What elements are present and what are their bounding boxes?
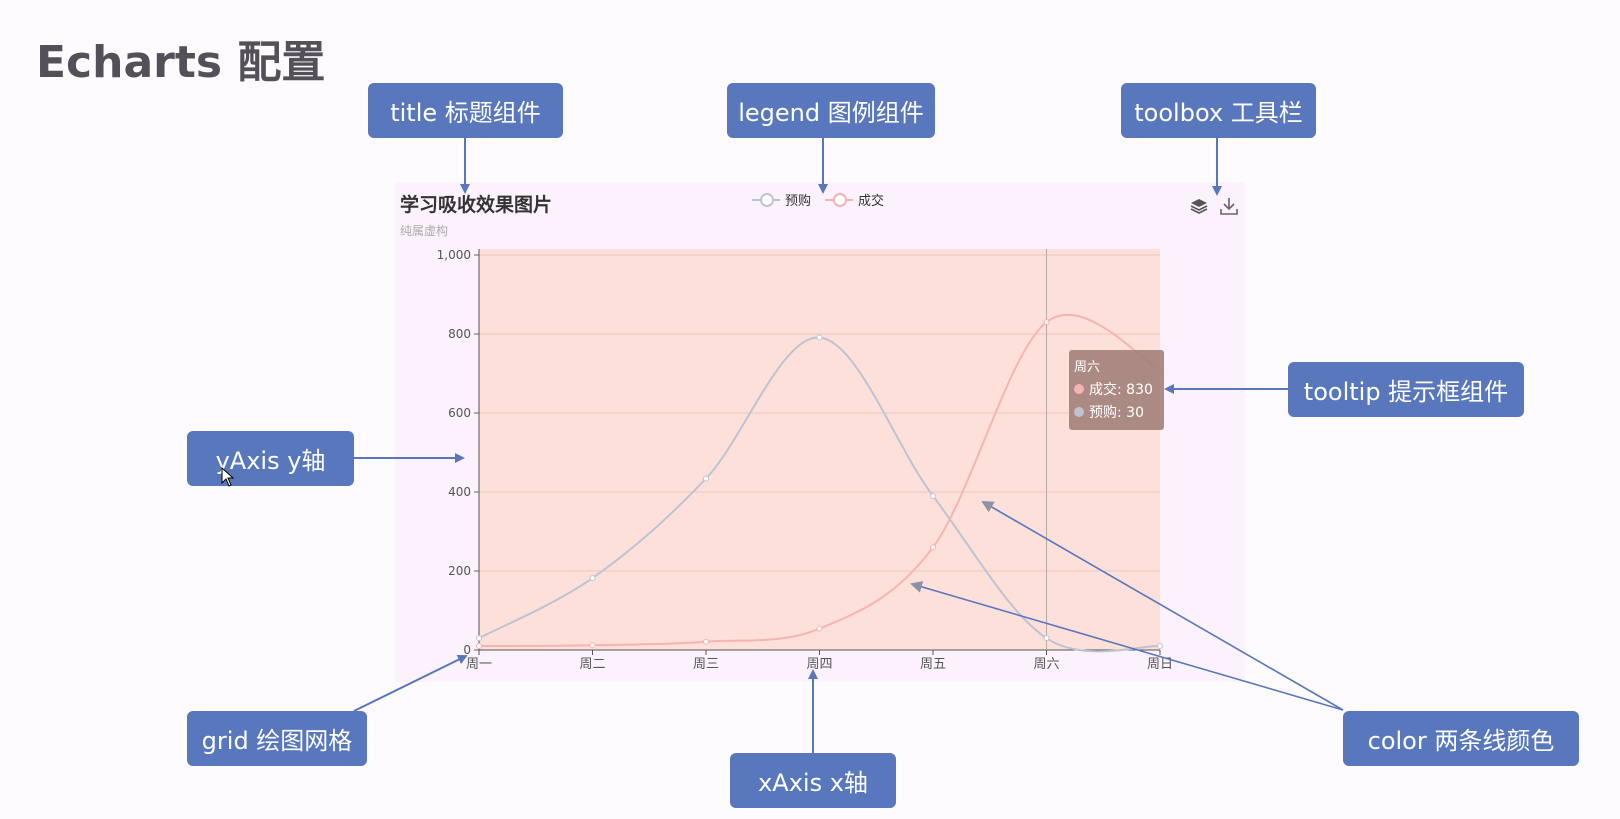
x-tick-label: 周四 [806, 657, 832, 672]
y-tick-label: 0 [463, 643, 471, 657]
series-point [476, 635, 482, 642]
x-tick-label: 周日 [1147, 657, 1173, 672]
tooltip-row: 成交: 830 [1074, 379, 1159, 399]
x-tick-label: 周三 [693, 657, 719, 672]
tooltip-row-text: 成交: 830 [1089, 382, 1153, 398]
y-tick-label: 1,000 [437, 248, 471, 262]
tooltip-row-text: 预购: 30 [1089, 405, 1144, 421]
legend-item-chengjiao[interactable]: 成交 [825, 190, 884, 209]
chart-title: 学习吸收效果图片 [400, 194, 553, 216]
chart-subtitle: 纯属虚构 [400, 224, 449, 238]
callout-legend: legend 图例组件 [727, 83, 935, 138]
series-point [703, 475, 709, 482]
series-point [589, 575, 596, 582]
x-tick-label: 周五 [920, 657, 946, 672]
legend-item-yugou[interactable]: 预购 [752, 190, 811, 209]
callout-yaxis: yAxis y轴 [187, 431, 354, 486]
stack-icon[interactable] [1189, 196, 1209, 216]
series-point [1157, 643, 1163, 650]
callout-grid: grid 绘图网格 [187, 711, 367, 766]
y-tick-label: 200 [448, 564, 471, 578]
download-icon[interactable] [1219, 196, 1239, 216]
series-point [930, 492, 936, 499]
x-tick-label: 周二 [579, 657, 605, 672]
tooltip-row: 预购: 30 [1074, 402, 1159, 422]
legend-label: 预购 [785, 194, 812, 209]
series-point [476, 643, 482, 650]
series-point [1043, 319, 1050, 326]
series-dot-icon [1074, 384, 1084, 394]
series-point [1043, 635, 1050, 642]
callout-tooltip: tooltip 提示框组件 [1288, 362, 1524, 417]
legend-line-icon [825, 192, 853, 207]
plot-grid-area [479, 249, 1160, 650]
y-tick-label: 400 [448, 485, 471, 499]
series-point [930, 544, 936, 551]
legend-label: 成交 [858, 194, 885, 209]
series-dot-icon [1074, 407, 1084, 417]
toolbox [1189, 196, 1239, 216]
y-tick-label: 600 [448, 406, 471, 420]
y-tick-label: 800 [448, 327, 471, 341]
mouse-cursor-icon [221, 467, 235, 487]
callout-color: color 两条线颜色 [1343, 711, 1579, 766]
series-point [589, 642, 596, 649]
callout-xaxis: xAxis x轴 [730, 753, 896, 808]
x-tick-label: 周六 [1033, 657, 1059, 672]
legend-line-icon [752, 192, 780, 207]
tooltip: 周六 成交: 830 预购: 30 [1069, 350, 1164, 430]
callout-title: title 标题组件 [368, 83, 563, 138]
callout-toolbox: toolbox 工具栏 [1121, 83, 1316, 138]
series-point [816, 625, 823, 632]
tooltip-title: 周六 [1074, 360, 1101, 375]
page-title: Echarts 配置 [36, 37, 326, 88]
series-point [703, 638, 709, 645]
series-point [816, 334, 823, 341]
x-tick-label: 周一 [466, 657, 492, 672]
